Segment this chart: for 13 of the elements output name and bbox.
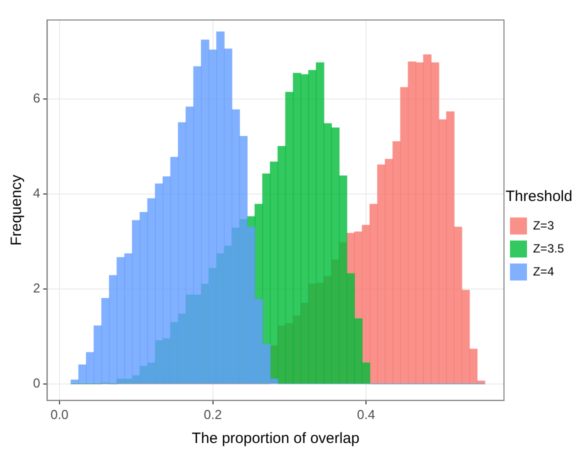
y-tick-label: 4 bbox=[32, 185, 40, 200]
legend-label: Z=4 bbox=[532, 264, 554, 278]
legend-title: Threshold bbox=[506, 188, 572, 206]
y-tick-label: 0 bbox=[32, 375, 40, 390]
y-tick-label: 6 bbox=[32, 90, 40, 106]
y-tick-label: 2 bbox=[32, 280, 40, 296]
x-tick-label: 0.4 bbox=[356, 406, 376, 422]
y-axis-title: Frequency bbox=[8, 174, 26, 246]
x-tick-label: 0.0 bbox=[50, 406, 69, 422]
x-tick-label: 0.2 bbox=[204, 406, 222, 422]
x-axis-title: The proportion of overlap bbox=[192, 430, 360, 448]
legend-label: Z=3.5 bbox=[532, 241, 564, 256]
legend-label: Z=3 bbox=[532, 218, 554, 232]
